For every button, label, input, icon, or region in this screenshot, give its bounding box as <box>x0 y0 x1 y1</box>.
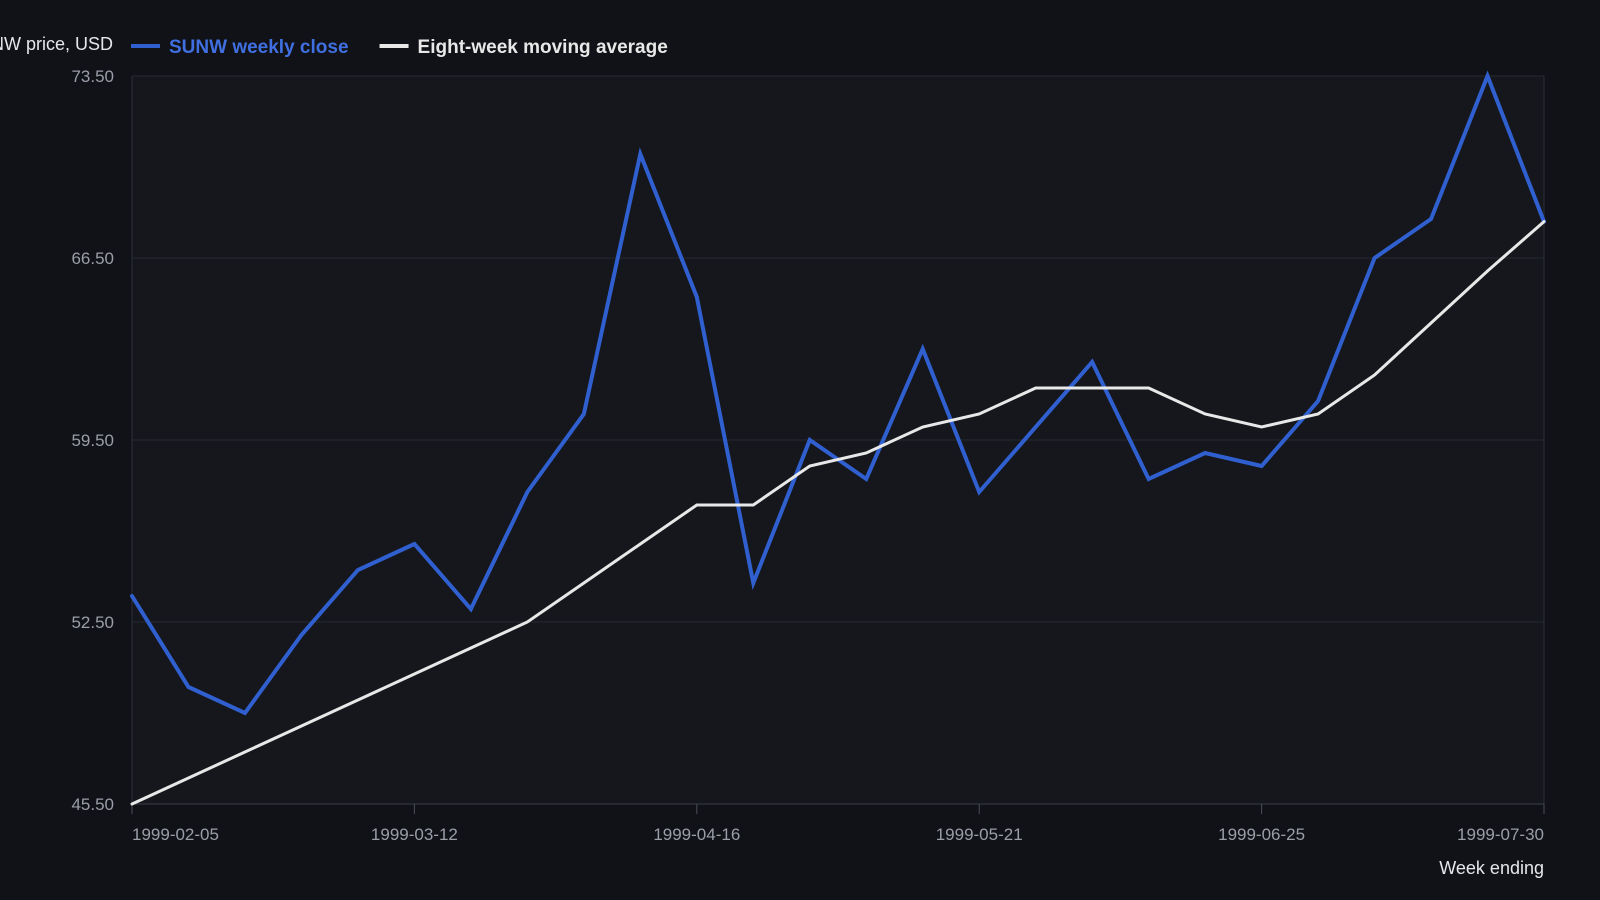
x-tick-label: 1999-05-21 <box>936 825 1023 844</box>
x-tick-label: 1999-03-12 <box>371 825 458 844</box>
y-tick-label: 59.50 <box>71 431 114 450</box>
series-line-moving-average <box>130 220 1546 806</box>
y-tick-label: 73.50 <box>71 67 114 86</box>
y-tick-label: 52.50 <box>71 613 114 632</box>
y-axis-ticks: 45.50 52.50 59.50 66.50 73.50 <box>71 67 114 814</box>
x-tick-label: 1999-06-25 <box>1218 825 1305 844</box>
y-tick-label: 66.50 <box>71 249 114 268</box>
y-tick-label: 45.50 <box>71 795 114 814</box>
x-tick-label: 1999-07-30 <box>1457 825 1544 844</box>
legend-label: Eight-week moving average <box>418 37 668 58</box>
x-axis-ticks: 1999-02-05 1999-03-12 1999-04-16 1999-05-21… <box>131 804 1545 844</box>
legend-label: SUNW weekly close <box>169 37 349 58</box>
axes <box>131 76 1545 805</box>
x-tick-label: 1999-04-16 <box>653 825 740 844</box>
series-lines <box>130 70 1546 806</box>
x-tick-label: 1999-02-05 <box>132 825 219 844</box>
legend: SUNW weekly close Eight-week moving avera… <box>131 37 668 58</box>
x-axis-title: Week ending <box>1439 858 1544 878</box>
y-axis-title: SUNW price, USD <box>0 34 113 54</box>
